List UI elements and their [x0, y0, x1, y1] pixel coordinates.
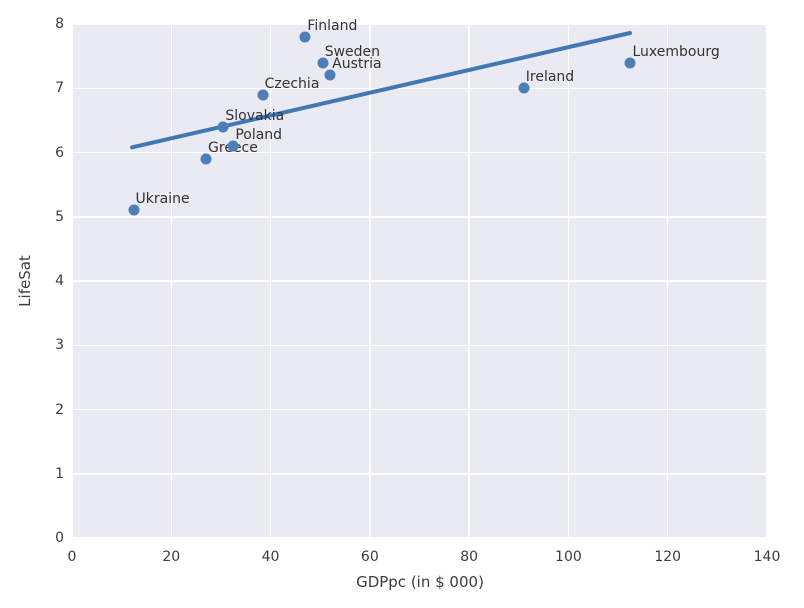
vertical-gridline — [468, 24, 470, 538]
data-point-label: Finland — [307, 17, 358, 34]
horizontal-gridline — [72, 280, 767, 282]
vertical-gridline — [170, 24, 173, 538]
x-tick-label: 140 — [753, 549, 781, 565]
data-point — [624, 57, 636, 69]
y-tick-label: 6 — [55, 144, 64, 161]
data-point — [299, 31, 311, 43]
y-tick-label: 0 — [55, 530, 64, 546]
x-axis-label: GDPpc (in $ 000) — [356, 573, 484, 591]
data-point — [217, 121, 229, 133]
data-point — [324, 69, 336, 81]
data-point-label: Poland — [235, 127, 283, 144]
y-tick-label: 3 — [55, 337, 64, 354]
y-tick-label: 4 — [55, 273, 64, 289]
data-point-label: Slovakia — [225, 107, 285, 124]
data-point — [518, 82, 530, 94]
horizontal-gridline — [72, 216, 767, 218]
data-point — [128, 204, 140, 216]
x-tick-label: 0 — [67, 549, 77, 565]
vertical-gridline — [71, 24, 73, 538]
data-point-label: Ukraine — [135, 191, 190, 208]
horizontal-gridline — [72, 87, 767, 89]
horizontal-gridline — [72, 537, 767, 539]
vertical-gridline — [666, 24, 669, 538]
horizontal-gridline — [72, 344, 767, 346]
vertical-gridline — [766, 24, 768, 538]
x-tick-label: 100 — [555, 549, 582, 565]
data-point — [200, 153, 212, 165]
data-point-label: Austria — [332, 56, 382, 73]
data-point — [317, 57, 329, 69]
data-point — [257, 89, 269, 101]
plot-area: UkraineGreeceSlovakiaPolandCzechiaFinlan… — [71, 19, 768, 539]
vertical-gridline — [567, 24, 570, 538]
vertical-gridline — [369, 24, 371, 538]
y-tick-label: 5 — [55, 208, 64, 225]
data-point-label: Sweden — [324, 43, 381, 60]
data-point — [227, 140, 239, 152]
y-axis-label: LifeSat — [16, 255, 34, 307]
x-tick-label: 20 — [162, 549, 181, 565]
horizontal-gridline — [72, 408, 767, 411]
x-tick-label: 120 — [654, 549, 682, 565]
data-point-label: Luxembourg — [632, 43, 720, 60]
x-tick-label: 40 — [261, 549, 280, 565]
data-point-label: Czechia — [264, 75, 320, 92]
y-tick-label: 2 — [55, 401, 64, 418]
trend-line-layer — [130, 30, 632, 150]
horizontal-gridline — [72, 151, 767, 154]
trend-line — [130, 30, 632, 150]
y-tick-label: 1 — [55, 465, 64, 482]
data-point-label: Ireland — [525, 69, 575, 86]
x-tick-label: 60 — [360, 549, 379, 565]
vertical-gridline — [269, 24, 272, 538]
horizontal-gridline — [72, 23, 767, 25]
horizontal-gridline — [72, 473, 767, 475]
y-tick-label: 7 — [55, 80, 64, 97]
y-tick-label: 8 — [55, 16, 64, 32]
x-tick-label: 80 — [460, 549, 479, 565]
